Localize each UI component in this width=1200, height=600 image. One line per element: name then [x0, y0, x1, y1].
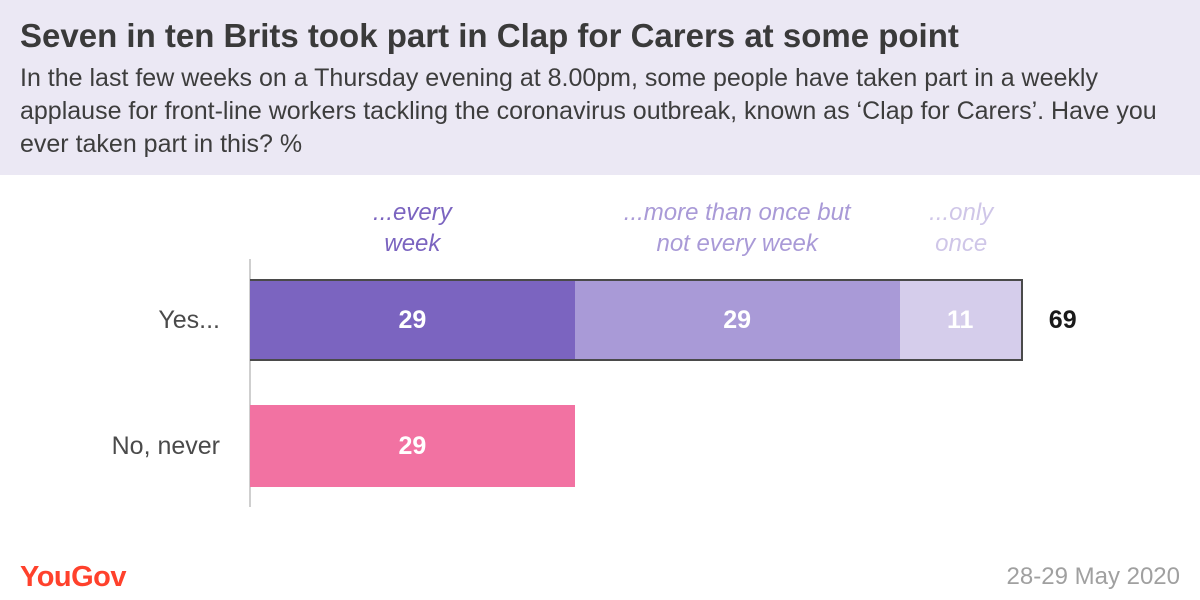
- bar-no-never-no-never: 29: [250, 405, 575, 487]
- bar-value-label: 29: [575, 281, 900, 359]
- segment-label-every-week: ...every week: [262, 197, 562, 259]
- yougov-logo: YouGov: [20, 560, 126, 594]
- bar-yes-more-than-once: 29: [575, 279, 900, 361]
- bar-value-label: 29: [250, 281, 575, 359]
- chart-subtitle: In the last few weeks on a Thursday even…: [20, 62, 1170, 161]
- bar-value-label: 11: [900, 281, 1021, 359]
- chart-title: Seven in ten Brits took part in Clap for…: [20, 14, 1180, 58]
- category-label-yes: Yes...: [20, 305, 220, 335]
- segment-label-only-once-line-1: ...only: [811, 197, 1111, 228]
- segment-label-only-once: ...only once: [811, 197, 1111, 259]
- category-label-no-never: No, never: [20, 431, 220, 461]
- bar-yes-only-once: 11: [900, 279, 1023, 361]
- segment-label-every-week-line-1: ...every: [262, 197, 562, 228]
- stacked-bar-chart: ...every week ...more than once but not …: [0, 175, 1200, 535]
- yes-total-label: 69: [1049, 305, 1077, 335]
- bar-yes-every-week: 29: [250, 279, 575, 361]
- fieldwork-date: 28-29 May 2020: [1007, 562, 1180, 592]
- segment-label-every-week-line-2: week: [262, 228, 562, 259]
- bar-value-label: 29: [250, 405, 575, 487]
- header-band: Seven in ten Brits took part in Clap for…: [0, 0, 1200, 175]
- segment-label-only-once-line-2: once: [811, 228, 1111, 259]
